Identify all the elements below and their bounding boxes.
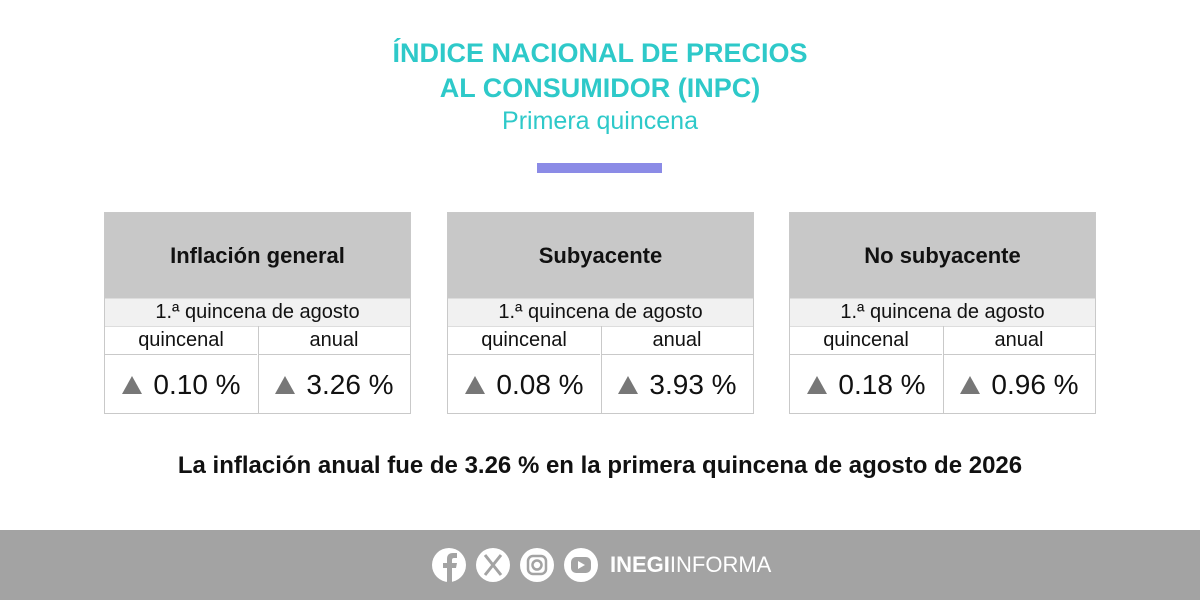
indicator-panel: No subyacente 1.ª quincena de agosto quinc…: [789, 212, 1096, 414]
column-separator: [258, 326, 259, 413]
panel-title: Inflación general: [105, 213, 410, 298]
value-text: 3.26 %: [306, 368, 394, 400]
value-cell: 0.96 %: [943, 354, 1095, 414]
subtitle: Primera quincena: [502, 107, 698, 135]
indicator-panel: Subyacente 1.ª quincena de agosto quincena…: [447, 212, 754, 414]
headline: La inflación anual fue de 3.26 % en la p…: [177, 452, 1023, 479]
brand-bold: INEGI: [610, 552, 670, 577]
panel-period: 1.ª quincena de agosto: [790, 298, 1095, 327]
column-label: quincenal: [823, 329, 909, 351]
value-text: 0.18 %: [838, 368, 926, 400]
value-cell: 0.08 %: [448, 354, 600, 414]
instagram-icon[interactable]: [520, 548, 554, 582]
column-label: quincenal: [481, 329, 567, 351]
value-cell: 3.93 %: [601, 354, 753, 414]
title-line: ÍNDICE NACIONAL DE PRECIOS: [392, 38, 808, 68]
indicator-panel: Inflación general 1.ª quincena de agosto q…: [104, 212, 411, 414]
column-label: quincenal: [138, 329, 224, 351]
value-cell: 0.18 %: [790, 354, 942, 414]
up-arrow: [618, 375, 639, 394]
column-separator: [601, 326, 602, 413]
title-line: AL CONSUMIDOR (INPC): [439, 73, 761, 103]
brand: INEGIINFORMA: [610, 552, 771, 578]
value-text: 0.96 %: [991, 368, 1079, 400]
panel-title: Subyacente: [448, 213, 753, 298]
column-label: anual: [652, 329, 702, 351]
panel-period: 1.ª quincena de agosto: [105, 298, 410, 327]
up-arrow: [465, 375, 486, 394]
social-icons: [432, 548, 598, 582]
brand-light: INFORMA: [669, 552, 772, 577]
value-cell: 0.10 %: [105, 354, 257, 414]
panel-title: No subyacente: [790, 213, 1095, 298]
value-cell: 3.26 %: [258, 354, 410, 414]
up-arrow: [275, 375, 296, 394]
value-text: 0.10 %: [153, 368, 241, 400]
value-text: 0.08 %: [496, 368, 584, 400]
up-arrow: [122, 375, 143, 394]
panel-period: 1.ª quincena de agosto: [448, 298, 753, 327]
up-arrow: [960, 375, 981, 394]
footer: [0, 530, 1200, 600]
column-label: anual: [994, 329, 1044, 351]
divider: [537, 163, 662, 173]
up-arrow: [807, 375, 828, 394]
column-label: anual: [309, 329, 359, 351]
value-text: 3.93 %: [649, 368, 737, 400]
column-separator: [943, 326, 944, 413]
